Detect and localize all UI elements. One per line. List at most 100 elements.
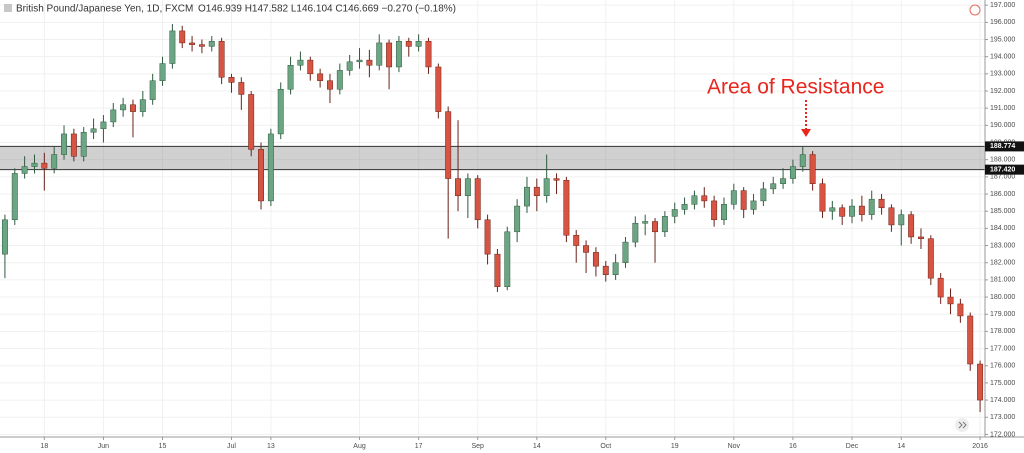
candle-body — [789, 166, 796, 179]
x-tick-label: Oct — [600, 443, 611, 450]
candle-body — [149, 80, 156, 100]
price-label-box — [985, 164, 1024, 175]
candle-body — [740, 190, 747, 210]
candle-body — [819, 183, 826, 212]
y-tick-label: 183.000 — [990, 242, 1015, 249]
candle-body — [70, 133, 77, 157]
resistance-zone — [0, 145, 985, 171]
candle-body — [849, 205, 855, 217]
x-tick-label: Dec — [846, 443, 859, 450]
candle-body — [336, 70, 343, 90]
candle-body — [297, 59, 304, 66]
candle-body — [346, 61, 353, 71]
candle-body — [543, 178, 550, 196]
candle-body — [809, 154, 816, 184]
candle-body — [41, 162, 48, 169]
candle-body — [858, 205, 865, 215]
candle-body — [691, 195, 698, 205]
candle-body — [770, 183, 777, 190]
x-tick-label: 2016 — [972, 443, 988, 450]
candle-body — [120, 104, 127, 111]
candle-body — [652, 221, 658, 233]
annotation-arrowhead — [801, 129, 811, 137]
candle-body — [110, 109, 117, 123]
symbol-icon — [4, 4, 12, 12]
candle-body — [632, 222, 639, 243]
y-tick-label: 184.000 — [990, 225, 1015, 232]
x-tick-label: Aug — [353, 443, 366, 450]
candle-body — [908, 214, 915, 238]
candle-body — [395, 40, 402, 68]
candle-body — [464, 178, 471, 196]
candle-body — [258, 149, 264, 202]
y-tick-label: 179.000 — [990, 311, 1015, 318]
y-tick-label: 174.000 — [990, 397, 1015, 404]
candle-body — [681, 204, 688, 210]
price-label: 187.420 — [990, 166, 1015, 173]
alert-icon[interactable] — [969, 4, 981, 16]
candle-body — [947, 296, 954, 305]
candle-body — [356, 59, 363, 63]
candle-body — [474, 178, 481, 221]
zone-band — [0, 146, 985, 170]
candle-body — [730, 190, 737, 205]
candle-body — [21, 166, 28, 174]
candle-body — [327, 80, 333, 90]
candle-body — [11, 173, 18, 221]
candle-body — [90, 128, 97, 133]
annotation: Area of Resistance — [707, 76, 884, 99]
ohlc-header: O146.939 H147.582 L146.104 C146.669 −0.2… — [198, 4, 456, 15]
candle-body — [484, 219, 491, 255]
y-tick-label: 188.000 — [990, 157, 1015, 164]
candle-body — [248, 94, 255, 150]
candle-body — [721, 204, 727, 221]
candle-body — [957, 303, 964, 317]
y-tick-label: 193.000 — [990, 71, 1015, 78]
candle-body — [780, 178, 787, 184]
candle-body — [189, 42, 196, 45]
x-tick-label: Nov — [728, 443, 741, 450]
candle-body — [514, 205, 521, 233]
candle-body — [317, 73, 324, 81]
candle-body — [937, 277, 944, 298]
y-tick-label: 195.000 — [990, 36, 1015, 43]
candle-body — [61, 133, 67, 155]
candle-body — [198, 44, 205, 47]
candle-body — [425, 40, 432, 68]
candle-body — [1, 219, 8, 255]
candle-body — [51, 154, 58, 169]
y-tick-label: 177.000 — [990, 345, 1015, 352]
y-tick-label: 172.000 — [990, 431, 1015, 438]
candle-body — [671, 209, 678, 217]
candle-body — [287, 64, 294, 90]
candle-body — [179, 30, 186, 44]
candle-body — [888, 207, 895, 226]
candle-body — [661, 216, 668, 233]
candle-body — [592, 252, 599, 267]
y-tick-label: 180.000 — [990, 294, 1015, 301]
y-tick-label: 186.000 — [990, 191, 1015, 198]
x-tick-label: 14 — [897, 443, 905, 450]
y-tick-label: 182.000 — [990, 260, 1015, 267]
candle-body — [307, 59, 314, 75]
candle-body — [533, 186, 540, 196]
y-tick-label: 175.000 — [990, 380, 1015, 387]
candle-body — [573, 234, 580, 246]
candle-body — [750, 200, 757, 210]
candle-body — [553, 178, 560, 181]
candle-body — [524, 186, 530, 207]
candle-body — [701, 195, 708, 202]
x-tick-label: Jun — [98, 443, 109, 450]
y-tick-label: 197.000 — [990, 2, 1015, 9]
y-tick-label: 191.000 — [990, 105, 1015, 112]
candle-body — [455, 178, 461, 196]
x-tick-label: Sep — [471, 443, 484, 450]
y-tick-label: 178.000 — [990, 328, 1015, 335]
y-tick-label: 176.000 — [990, 363, 1015, 370]
candle-body — [208, 40, 215, 47]
candle-body — [829, 207, 836, 212]
candle-body — [927, 238, 934, 279]
candle-body — [612, 262, 619, 275]
